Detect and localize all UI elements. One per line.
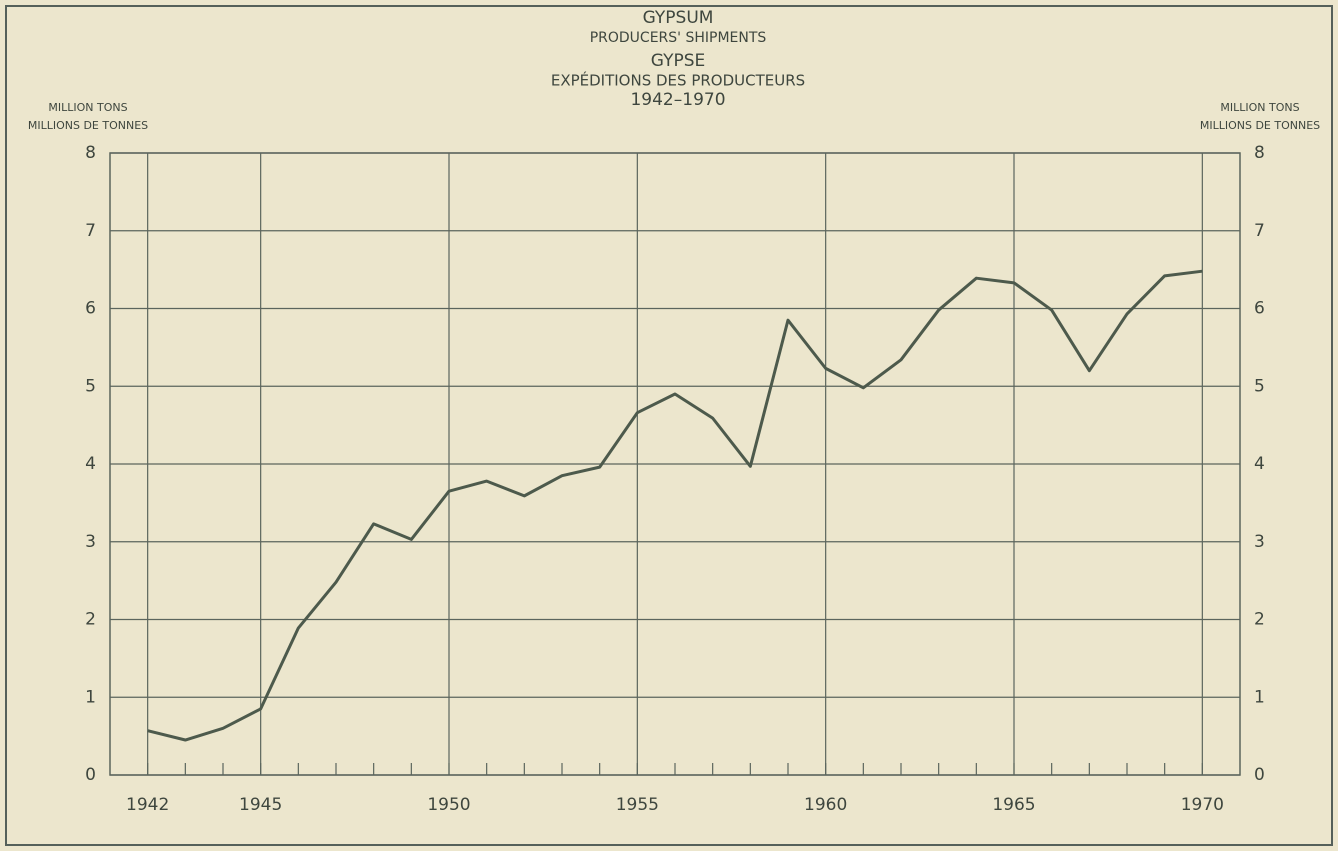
plot-frame: [109, 152, 1241, 776]
y2-tick-label: 0: [1254, 765, 1265, 785]
y2-tick-label: 8: [1254, 143, 1265, 163]
y2-tick-label: 2: [1254, 610, 1265, 630]
y2-tick-label: 5: [1254, 376, 1265, 396]
y-tick-label: 2: [85, 610, 96, 630]
y2-tick-label: 7: [1254, 221, 1265, 241]
x-tick-label: 1965: [992, 795, 1035, 815]
y-tick-label: 6: [85, 299, 96, 319]
chart-title: PRODUCERS' SHIPMENTS: [590, 30, 767, 46]
x-tick-label: 1955: [616, 795, 659, 815]
y-tick-label: 5: [85, 376, 96, 396]
y2-axis-label: MILLION TONS: [1220, 101, 1299, 114]
y2-tick-label: 4: [1254, 454, 1265, 474]
x-tick-label: 1970: [1181, 795, 1224, 815]
y2-tick-label: 6: [1254, 299, 1265, 319]
x-tick-label: 1945: [239, 795, 282, 815]
data-line: [147, 269, 1203, 742]
chart-title: EXPÉDITIONS DES PRODUCTEURS: [551, 71, 805, 90]
y-tick-label: 4: [85, 454, 96, 474]
chart-title: 1942–1970: [630, 90, 725, 110]
y-tick-label: 7: [85, 221, 96, 241]
y-tick-label: 0: [85, 765, 96, 785]
x-tick-label: 1950: [427, 795, 470, 815]
y2-tick-label: 1: [1254, 687, 1265, 707]
y2-tick-label: 3: [1254, 532, 1265, 552]
chart-title: GYPSE: [651, 51, 706, 71]
y-tick-label: 1: [85, 687, 96, 707]
y2-axis-label: MILLIONS DE TONNES: [1200, 119, 1320, 132]
y-tick-label: 3: [85, 532, 96, 552]
y-axis-label: MILLION TONS: [48, 101, 127, 114]
y-tick-label: 8: [85, 143, 96, 163]
frame: [5, 5, 1333, 846]
y-axis-label: MILLIONS DE TONNES: [28, 119, 148, 132]
chart-title: GYPSUM: [643, 8, 714, 28]
x-tick-label: 1960: [804, 795, 847, 815]
x-tick-label: 1942: [126, 795, 169, 815]
